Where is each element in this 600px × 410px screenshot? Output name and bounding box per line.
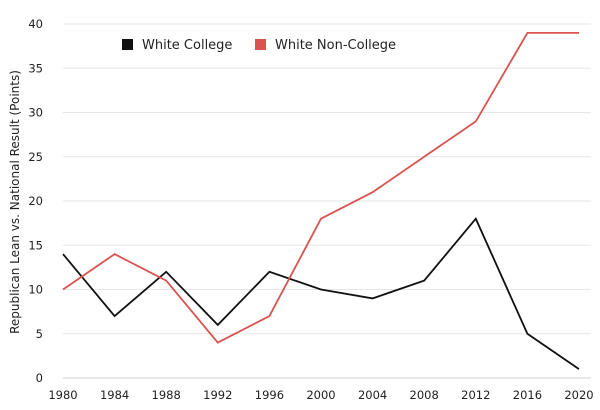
y-tick-label: 35: [28, 61, 43, 75]
legend: White College White Non-College: [122, 38, 396, 53]
x-tick-label: 1996: [255, 388, 284, 402]
x-tick-label: 2000: [306, 388, 335, 402]
x-tick-label: 2008: [410, 388, 439, 402]
x-axis: 1980 1984 1988 1992 1996 2000 2004 2008 2012 2016…: [48, 388, 593, 402]
x-tick-label: 1984: [100, 388, 129, 402]
y-tick-label: 40: [28, 17, 43, 31]
x-tick-label: 2004: [358, 388, 387, 402]
x-tick-label: 2020: [564, 388, 593, 402]
x-tick-label: 1992: [203, 388, 232, 402]
grid-layer: [63, 23, 591, 379]
legend-swatch: [122, 39, 133, 50]
series-line-white-college: [62, 217, 580, 370]
y-axis-title: Republican Lean vs. National Result (Poi…: [8, 70, 22, 334]
x-tick-label: 1988: [152, 388, 181, 402]
y-tick-label: 20: [28, 194, 43, 208]
legend-swatch: [255, 39, 266, 50]
y-tick-label: 25: [28, 150, 43, 164]
legend-label: White College: [142, 38, 232, 53]
y-tick-label: 5: [36, 327, 43, 341]
series-layer: [62, 32, 580, 370]
x-tick-label: 1980: [48, 388, 77, 402]
y-tick-label: 10: [28, 283, 43, 297]
y-tick-label: 30: [28, 106, 43, 120]
legend-label: White Non-College: [275, 38, 396, 53]
y-tick-label: 15: [28, 238, 43, 252]
x-tick-label: 2016: [513, 388, 542, 402]
x-tick-label: 2012: [461, 388, 490, 402]
series-line-white-non-college: [62, 32, 579, 344]
y-axis: 0 5 10 15 20 25 30 35 40: [28, 17, 43, 385]
y-tick-label: 0: [36, 371, 43, 385]
